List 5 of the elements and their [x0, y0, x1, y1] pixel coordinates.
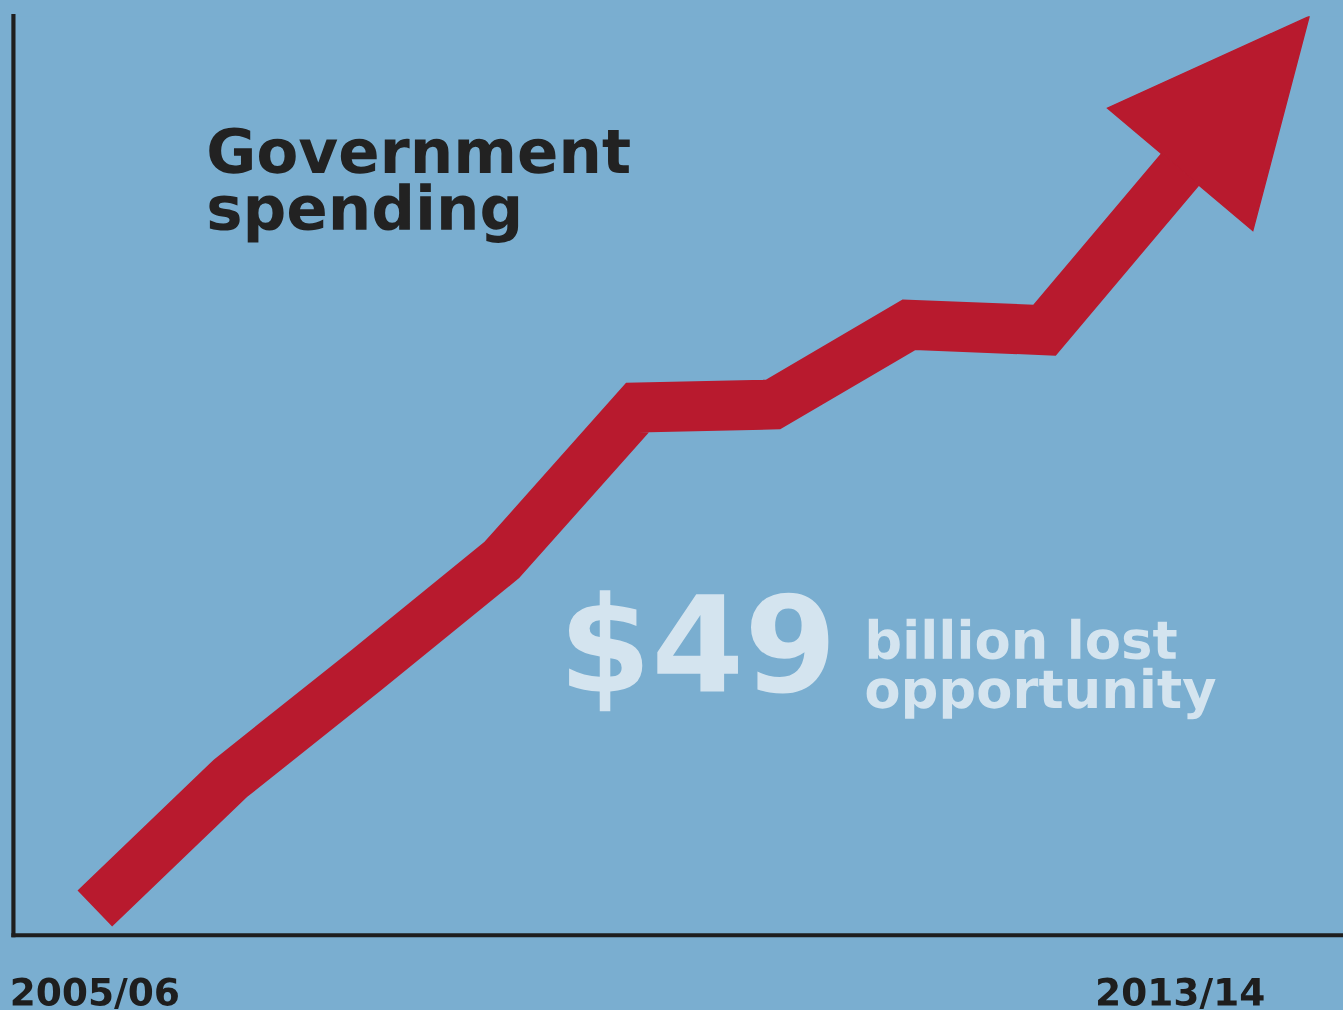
annotation: Government spending [209, 127, 630, 243]
x-tick-label: 2005/06 [12, 977, 178, 1009]
x-tick-label: 2013/14 [1098, 977, 1264, 1009]
annotation: $49 [568, 590, 829, 712]
annotation: billion lost opportunity [866, 618, 1216, 720]
